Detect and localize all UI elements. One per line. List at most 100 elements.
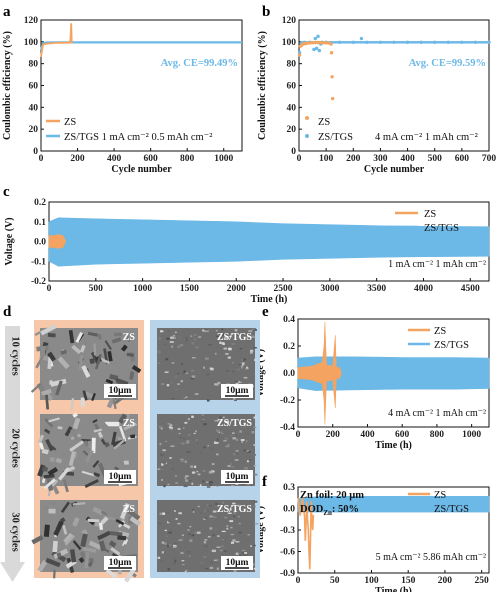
y-tick-label-e: 0.2 — [283, 342, 295, 352]
sem-texture — [245, 367, 249, 370]
sem-texture — [223, 367, 226, 369]
sem-texture — [170, 445, 175, 447]
sem-texture — [194, 334, 197, 336]
sem-texture — [252, 454, 257, 456]
sem-texture — [230, 541, 234, 544]
sem-texture — [161, 551, 165, 554]
x-axis-title-f: Time (h) — [375, 586, 412, 592]
sem-texture — [198, 336, 202, 338]
y-tick-label-a: 60 — [29, 82, 39, 92]
sem-texture — [68, 329, 75, 344]
sem-texture — [215, 335, 220, 337]
sem-texture — [118, 413, 128, 424]
x-tick-label-a: 800 — [180, 154, 195, 164]
sem-texture — [31, 534, 44, 545]
sem-texture — [47, 351, 57, 362]
sem-texture — [78, 354, 84, 370]
sem-texture — [229, 508, 232, 511]
sem-texture — [206, 482, 209, 485]
sem-texture — [194, 393, 199, 395]
sem-texture — [204, 539, 208, 541]
sem-texture — [175, 518, 178, 520]
sem-texture — [87, 518, 100, 523]
sem-texture — [218, 431, 221, 433]
sem-texture — [203, 510, 207, 512]
sem-texture — [111, 431, 117, 446]
sem-texture — [157, 362, 161, 364]
sem-texture — [195, 439, 198, 442]
sem-texture — [175, 482, 178, 484]
point-zs — [330, 75, 334, 79]
sem-texture — [233, 452, 236, 456]
sem-texture — [56, 552, 62, 558]
series-zs-line — [40, 23, 73, 58]
sem-texture — [44, 418, 54, 428]
sem-texture — [208, 471, 213, 474]
sem-texture — [83, 440, 90, 447]
sem-texture — [163, 485, 166, 488]
sem-texture — [249, 351, 253, 354]
sem-texture — [87, 331, 99, 337]
sem-texture — [57, 356, 70, 370]
sem-texture — [246, 336, 250, 338]
sem-label-zs: ZS — [123, 332, 136, 343]
sem-texture — [214, 352, 217, 355]
sem-texture — [166, 384, 170, 387]
point-zs — [329, 42, 333, 46]
scale-bar-bg — [104, 384, 136, 398]
sem-texture — [175, 374, 178, 377]
sem-texture — [244, 467, 249, 470]
sem-texture — [216, 535, 220, 537]
sem-texture — [122, 538, 129, 547]
sem-texture — [78, 556, 85, 564]
sem-texture — [219, 504, 223, 506]
x-tick-label-e: 0 — [296, 430, 301, 440]
scale-bar-label: 10μm — [226, 472, 249, 482]
point-zstgs — [359, 36, 364, 41]
sem-texture — [60, 349, 68, 355]
sem-texture — [231, 362, 234, 364]
sem-texture — [183, 484, 188, 488]
sem-texture — [174, 388, 179, 391]
x-axis-title-e: Time (h) — [375, 440, 412, 451]
sem-texture — [207, 445, 209, 447]
sem-texture — [72, 412, 78, 418]
scale-bar-bg — [104, 470, 136, 484]
sem-texture — [238, 381, 242, 383]
sem-texture — [233, 569, 237, 572]
sem-texture — [180, 458, 184, 461]
sem-texture — [204, 328, 208, 331]
sem-texture — [250, 349, 254, 352]
sem-texture — [192, 509, 195, 511]
point-zstgs — [314, 46, 319, 51]
y-tick-label-e: 0.4 — [283, 315, 295, 325]
scale-bar-label: 10μm — [226, 386, 249, 396]
sem-texture — [182, 427, 185, 429]
sem-texture — [246, 450, 250, 452]
x-tick-label-f: 250 — [475, 576, 490, 586]
sem-texture — [178, 336, 183, 339]
sem-texture — [185, 372, 189, 375]
sem-texture — [207, 536, 211, 538]
sem-texture — [174, 543, 177, 546]
sem-texture — [197, 505, 200, 508]
sem-texture — [171, 345, 174, 348]
sem-texture — [77, 525, 90, 533]
x-tick-label-c: 2500 — [274, 284, 293, 294]
sem-texture — [186, 440, 190, 443]
dod-annotation: DODZn: 50% — [300, 504, 359, 517]
sem-texture — [177, 427, 181, 430]
sem-texture — [197, 531, 201, 534]
sem-texture — [172, 546, 176, 548]
y-tick-label-b: 120 — [282, 16, 297, 26]
sem-texture — [226, 370, 229, 372]
sem-texture — [224, 516, 228, 519]
sem-texture — [166, 521, 170, 524]
sem-texture — [161, 463, 164, 466]
sem-texture — [212, 534, 215, 537]
sem-texture — [57, 426, 63, 430]
sem-texture — [166, 337, 170, 340]
sem-texture — [191, 375, 196, 378]
sem-texture — [231, 466, 235, 468]
sem-texture — [174, 331, 177, 333]
